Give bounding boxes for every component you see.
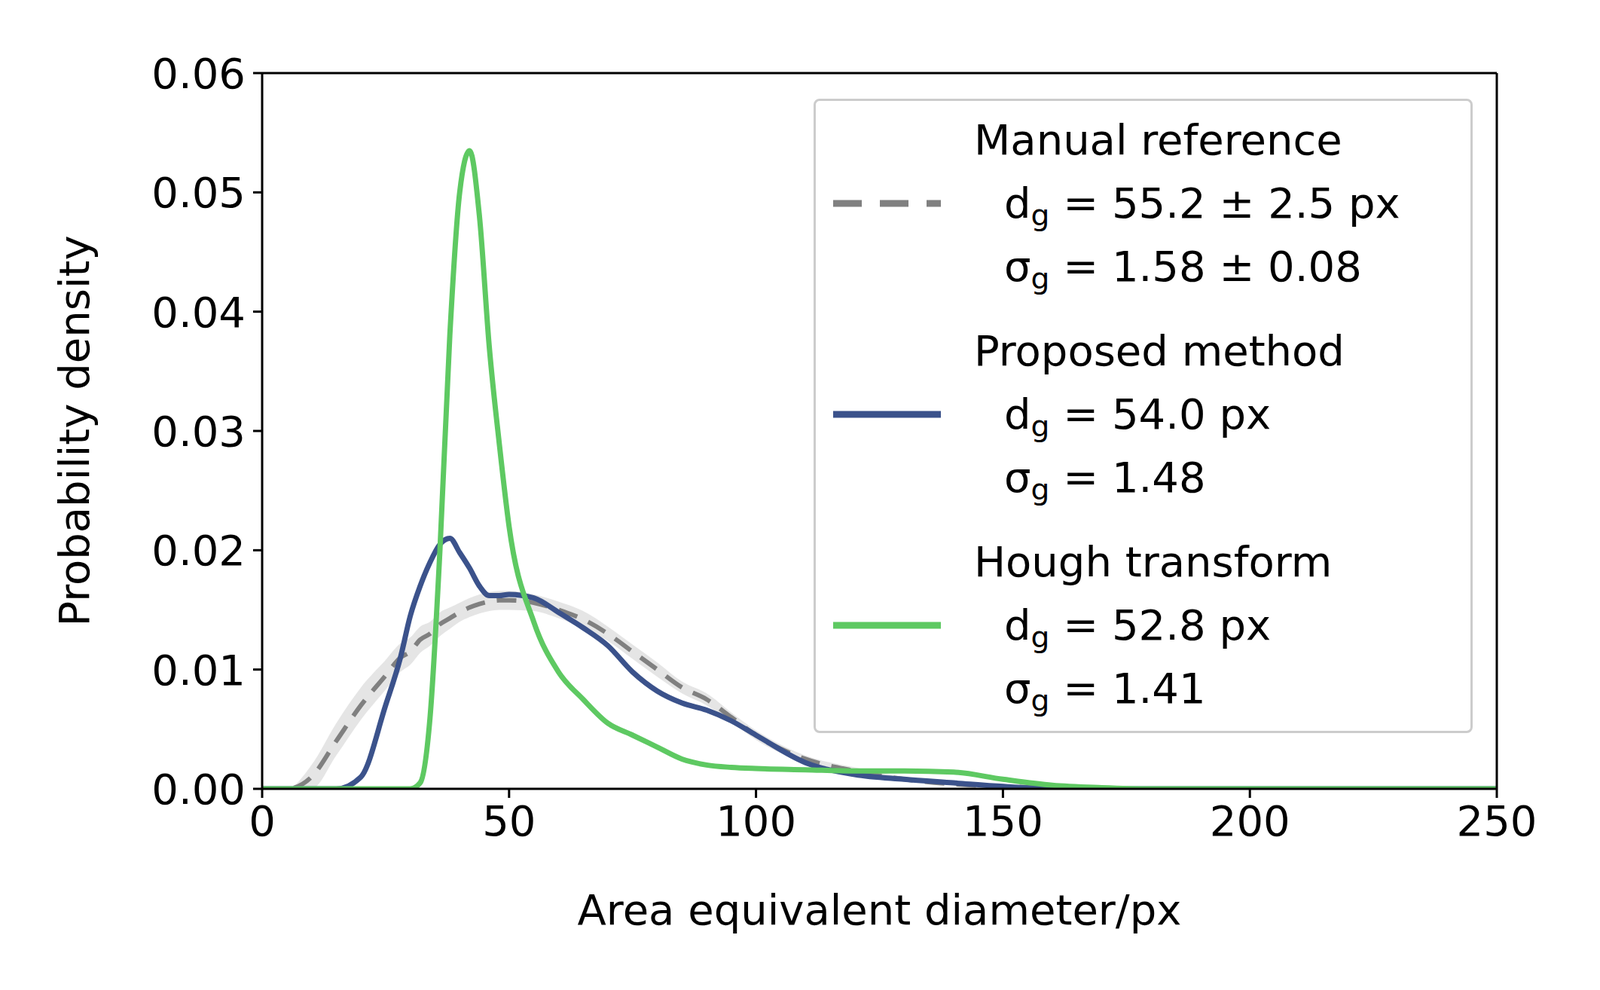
svg-text:100: 100 bbox=[715, 796, 797, 846]
html-text:Manual reference: Manual reference bbox=[974, 115, 1343, 165]
html-text:σg= 1.41: σg= 1.41 bbox=[1004, 663, 1206, 717]
svg-text:Area equivalent diameter/px: Area equivalent diameter/px bbox=[577, 885, 1182, 935]
svg-text:200: 200 bbox=[1209, 796, 1291, 846]
html-text:dg= 52.8 px: dg= 52.8 px bbox=[1004, 600, 1271, 654]
svg-text:0.00: 0.00 bbox=[151, 764, 246, 814]
html-text:σg= 1.58 ± 0.08: σg= 1.58 ± 0.08 bbox=[1004, 241, 1362, 296]
svg-text:150: 150 bbox=[962, 796, 1044, 846]
html-text:Hough transform: Hough transform bbox=[974, 537, 1332, 587]
svg-text:0.02: 0.02 bbox=[151, 525, 246, 575]
html-text:dg= 54.0 px: dg= 54.0 px bbox=[1004, 389, 1271, 443]
svg-text:0.03: 0.03 bbox=[151, 406, 246, 456]
svg-text:0.04: 0.04 bbox=[151, 287, 246, 337]
svg-text:50: 50 bbox=[482, 796, 536, 846]
svg-text:Probability density: Probability density bbox=[49, 235, 99, 626]
svg-text:0.05: 0.05 bbox=[151, 167, 246, 217]
svg-text:0.01: 0.01 bbox=[151, 645, 246, 695]
html-text:Proposed method: Proposed method bbox=[974, 326, 1345, 376]
svg-text:0: 0 bbox=[248, 796, 276, 846]
html-text:σg= 1.48: σg= 1.48 bbox=[1004, 452, 1206, 507]
svg-text:0.06: 0.06 bbox=[151, 48, 246, 98]
html-text:dg= 55.2 ± 2.5 px: dg= 55.2 ± 2.5 px bbox=[1004, 178, 1401, 232]
svg-text:250: 250 bbox=[1456, 796, 1538, 846]
